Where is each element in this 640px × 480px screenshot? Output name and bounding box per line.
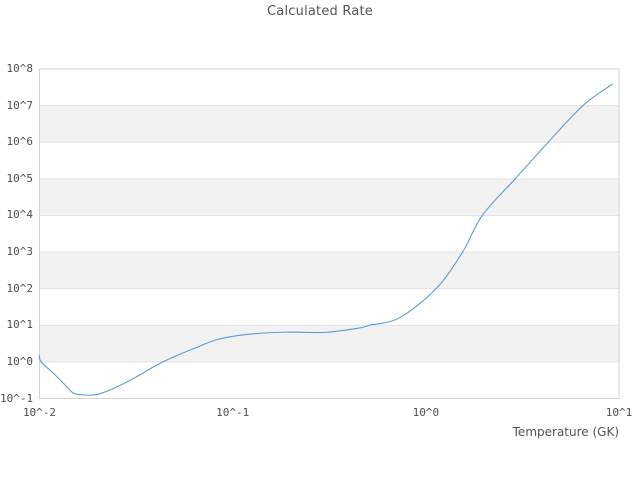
x-tick-label: 10^0 — [412, 406, 440, 419]
rate-curve-line — [38, 83, 613, 396]
x-axis-title: Temperature (GK) — [512, 425, 619, 439]
x-tick-label: 10^-1 — [216, 406, 250, 419]
plot-border — [39, 68, 620, 399]
y-tick-label: 10^8 — [6, 62, 34, 75]
y-tick-label: 10^3 — [6, 245, 34, 259]
y-tick-label: 10^4 — [6, 208, 34, 222]
chart-title: Calculated Rate — [267, 4, 373, 19]
y-tick-label: 10^-1 — [0, 391, 34, 405]
decade-band — [39, 252, 619, 289]
y-tick-label: 10^1 — [6, 318, 34, 332]
x-tick-label: 10^-2 — [22, 406, 57, 419]
decade-band — [39, 105, 619, 143]
y-tick-label: 10^6 — [6, 135, 34, 149]
y-tick-label: 10^0 — [6, 354, 34, 368]
x-tick-label: 10^1 — [605, 406, 633, 419]
y-tick-label: 10^2 — [6, 281, 34, 295]
decade-band — [39, 178, 619, 216]
y-tick-label: 10^5 — [6, 171, 34, 185]
y-tick-label: 10^7 — [6, 98, 34, 112]
decade-band — [39, 325, 619, 362]
